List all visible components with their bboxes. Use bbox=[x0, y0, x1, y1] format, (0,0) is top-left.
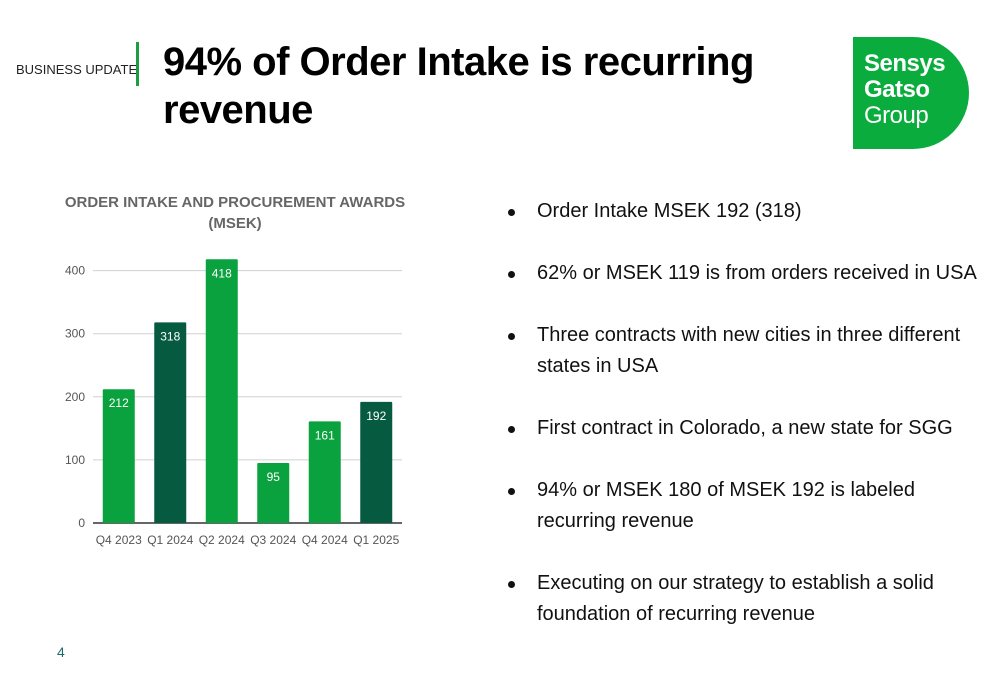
x-tick-label: Q4 2023 bbox=[96, 533, 142, 547]
slide-title: 94% of Order Intake is recurring revenue bbox=[163, 40, 754, 132]
bar bbox=[205, 259, 238, 523]
bar bbox=[102, 389, 135, 523]
order-intake-chart: ORDER INTAKE AND PROCUREMENT AWARDS (MSE… bbox=[40, 188, 440, 568]
y-tick-label: 100 bbox=[65, 453, 85, 467]
y-tick-label: 0 bbox=[78, 516, 85, 530]
x-tick-label: Q1 2025 bbox=[353, 533, 399, 547]
bar-data-label: 161 bbox=[315, 428, 335, 442]
x-tick-label: Q2 2024 bbox=[199, 533, 245, 547]
bullet-item: 62% or MSEK 119 is from orders received … bbox=[506, 258, 986, 289]
bullet-item: First contract in Colorado, a new state … bbox=[506, 413, 986, 444]
bar bbox=[360, 401, 393, 523]
y-tick-label: 200 bbox=[65, 390, 85, 404]
bullet-item: Order Intake MSEK 192 (318) bbox=[506, 196, 986, 227]
logo-line-2: Gatso bbox=[864, 76, 930, 103]
bar bbox=[308, 421, 341, 523]
chart-title-line-1: ORDER INTAKE AND PROCUREMENT AWARDS bbox=[64, 194, 406, 211]
bullet-item: 94% or MSEK 180 of MSEK 192 is labeled r… bbox=[506, 475, 986, 537]
bar bbox=[257, 463, 290, 523]
bar-data-label: 192 bbox=[366, 409, 386, 423]
y-tick-label: 400 bbox=[65, 264, 85, 278]
chart-title: ORDER INTAKE AND PROCUREMENT AWARDS (MSE… bbox=[40, 192, 430, 234]
bullet-item: Three contracts with new cities in three… bbox=[506, 320, 986, 382]
logo-line-1: Sensys bbox=[864, 50, 946, 77]
bar-data-label: 418 bbox=[212, 266, 232, 280]
page-number: 4 bbox=[57, 644, 65, 660]
bullet-list: Order Intake MSEK 192 (318) 62% or MSEK … bbox=[506, 196, 986, 661]
x-tick-label: Q4 2024 bbox=[302, 533, 348, 547]
title-divider bbox=[136, 42, 139, 86]
bar-data-label: 212 bbox=[109, 396, 129, 410]
logo-line-3: Group bbox=[864, 102, 929, 129]
x-tick-label: Q3 2024 bbox=[250, 533, 296, 547]
bar-data-label: 95 bbox=[267, 470, 281, 484]
section-label: BUSINESS UPDATE bbox=[16, 62, 138, 77]
chart-plot-area: 0 100 200 300 400 212 Q4 2023 318 Q1 2024 418 Q2 2… bbox=[65, 259, 402, 547]
bar bbox=[154, 322, 187, 523]
chart-title-line-2: (MSEK) bbox=[208, 215, 262, 232]
y-tick-label: 300 bbox=[65, 327, 85, 341]
bar-data-label: 318 bbox=[160, 329, 180, 343]
x-tick-label: Q1 2024 bbox=[147, 533, 193, 547]
bullet-item: Executing on our strategy to establish a… bbox=[506, 568, 986, 630]
company-logo: Sensys Gatso Group bbox=[853, 37, 969, 149]
